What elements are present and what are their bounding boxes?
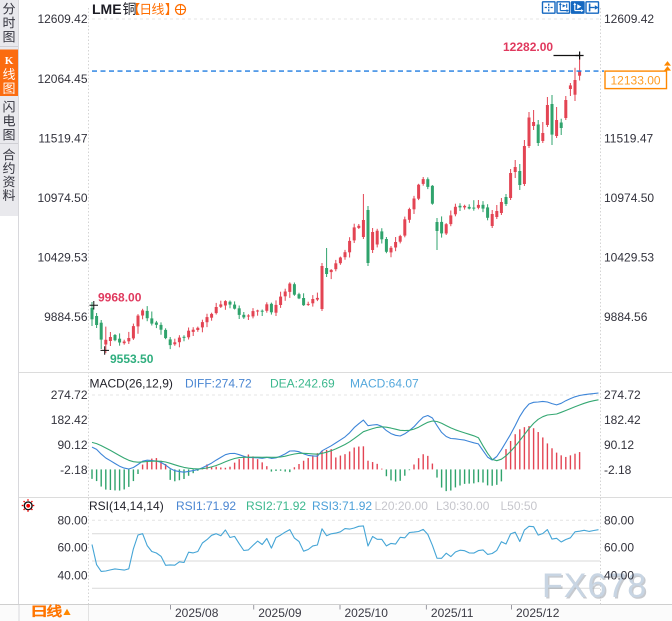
svg-text:12609.42: 12609.42 — [37, 12, 87, 26]
svg-text:RSI1:71.92: RSI1:71.92 — [176, 499, 236, 513]
svg-text:12609.42: 12609.42 — [604, 12, 654, 26]
svg-text:RSI3:71.92: RSI3:71.92 — [312, 499, 372, 513]
svg-text:182.42: 182.42 — [51, 413, 88, 427]
svg-text:2025/11: 2025/11 — [431, 606, 474, 620]
svg-text:LME: LME — [92, 1, 122, 17]
svg-text:40.00: 40.00 — [604, 569, 634, 583]
svg-text:60.00: 60.00 — [604, 541, 634, 555]
svg-text:10974.50: 10974.50 — [604, 191, 654, 205]
svg-text:11519.47: 11519.47 — [38, 131, 87, 145]
svg-text:80.00: 80.00 — [604, 513, 634, 527]
svg-text:60.00: 60.00 — [57, 541, 87, 555]
svg-text:274.72: 274.72 — [604, 388, 641, 402]
svg-text:9884.56: 9884.56 — [604, 310, 648, 324]
svg-text:9553.50: 9553.50 — [110, 352, 154, 366]
svg-text:9968.00: 9968.00 — [98, 291, 142, 305]
svg-text:274.72: 274.72 — [51, 388, 88, 402]
svg-text:12064.45: 12064.45 — [37, 72, 87, 86]
svg-text:RSI2:71.92: RSI2:71.92 — [246, 499, 306, 513]
svg-text:40.00: 40.00 — [57, 569, 87, 583]
svg-text:-2.18: -2.18 — [60, 463, 88, 477]
svg-text:FX678: FX678 — [544, 569, 649, 607]
svg-text:10429.53: 10429.53 — [604, 251, 654, 265]
svg-text:MACD:64.07: MACD:64.07 — [350, 377, 419, 391]
svg-text:12133.00: 12133.00 — [611, 73, 661, 87]
svg-text:182.42: 182.42 — [604, 413, 641, 427]
svg-text:90.12: 90.12 — [57, 438, 87, 452]
svg-text:2025/12: 2025/12 — [516, 606, 560, 620]
svg-text:9884.56: 9884.56 — [44, 310, 88, 324]
svg-text:11519.47: 11519.47 — [604, 131, 653, 145]
svg-text:RSI(14,14,14): RSI(14,14,14) — [89, 499, 164, 513]
svg-text:FX678: FX678 — [542, 567, 647, 605]
svg-text:DEA:242.69: DEA:242.69 — [270, 377, 335, 391]
svg-text:2025/08: 2025/08 — [175, 606, 219, 620]
svg-text:12282.00: 12282.00 — [503, 40, 553, 54]
svg-text:80.00: 80.00 — [57, 513, 87, 527]
svg-text:K: K — [5, 55, 14, 67]
svg-text:2025/10: 2025/10 — [345, 606, 389, 620]
svg-text:10974.50: 10974.50 — [37, 191, 87, 205]
svg-text:2025/09: 2025/09 — [258, 606, 302, 620]
svg-text:10429.53: 10429.53 — [37, 251, 87, 265]
svg-text:L20:20.00: L20:20.00 — [375, 499, 429, 513]
svg-text:L50:50: L50:50 — [501, 499, 538, 513]
svg-text:MACD(26,12,9): MACD(26,12,9) — [90, 377, 173, 391]
svg-text:90.12: 90.12 — [604, 438, 634, 452]
svg-text:L30:30.00: L30:30.00 — [436, 499, 490, 513]
svg-text:DIFF:274.72: DIFF:274.72 — [185, 377, 252, 391]
svg-text:-2.18: -2.18 — [604, 463, 632, 477]
